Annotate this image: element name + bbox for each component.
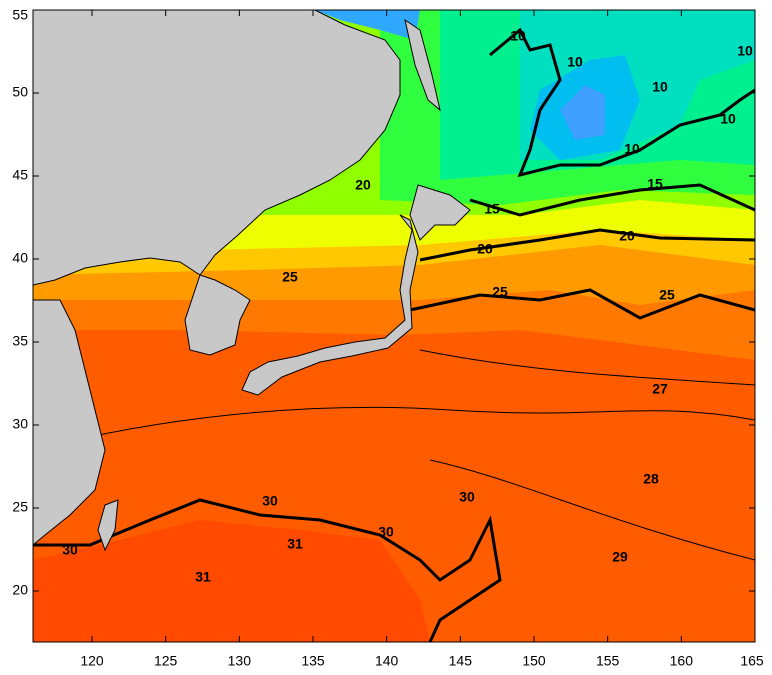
contour-label: 25 (659, 287, 675, 303)
contour-label: 10 (624, 141, 640, 157)
isotherm-28 (33, 406, 755, 451)
contour-label: 15 (484, 201, 500, 217)
china-coast (33, 299, 106, 546)
taiwan (97, 499, 119, 552)
y-tick-label: 45 (12, 167, 28, 183)
isotherm-20 (419, 228, 755, 262)
contour-label: 30 (378, 524, 394, 540)
contour-label: 10 (720, 111, 736, 127)
contour-label: 25 (282, 269, 298, 285)
asia (33, 10, 401, 286)
contour-label: 25 (492, 284, 508, 300)
y-tick-label: 50 (12, 84, 28, 100)
isotherm-27 (419, 349, 755, 386)
isotherm-30 (33, 498, 502, 642)
y-tick-label: 35 (12, 333, 28, 349)
isotherm-15 (469, 183, 755, 217)
honshu (241, 214, 419, 396)
x-tick-label: 130 (228, 653, 252, 669)
hokkaido (409, 184, 471, 241)
contour-label: 20 (355, 177, 371, 193)
y-tick-label: 30 (12, 416, 28, 432)
contour-label: 10 (510, 28, 526, 44)
contour-labels: 10 10 10 10 10 10 15 15 20 20 20 25 25 2… (62, 28, 753, 585)
contour-label: 10 (737, 43, 753, 59)
x-tick-label: 125 (154, 653, 178, 669)
y-tick-label: 55 (12, 7, 28, 23)
band-6 (560, 85, 605, 140)
x-tick-label: 150 (522, 653, 546, 669)
contour-label: 30 (62, 542, 78, 558)
y-tick-label: 20 (12, 582, 28, 598)
x-tick-label: 165 (740, 653, 764, 669)
isotherm-25 (409, 288, 755, 320)
y-tick-label: 25 (12, 499, 28, 515)
contour-label: 10 (652, 79, 668, 95)
isotherm-10 (489, 27, 755, 178)
plot-frame (32, 9, 756, 643)
contour-label: 30 (459, 489, 475, 505)
sakhalin (404, 18, 441, 112)
isotherm-29 (429, 459, 755, 561)
contour-label: 29 (612, 549, 628, 565)
contour-label: 20 (619, 228, 635, 244)
contour-label: 27 (652, 381, 668, 397)
contour-label: 31 (287, 536, 303, 552)
contour-label: 10 (567, 54, 583, 70)
band-okhotsk (315, 10, 420, 40)
y-tick-label: 40 (12, 250, 28, 266)
contour-label: 31 (195, 569, 211, 585)
sst-field (33, 10, 755, 642)
x-tick-label: 140 (375, 653, 399, 669)
x-tick-label: 155 (596, 653, 620, 669)
contour-label: 20 (477, 241, 493, 257)
x-tick-label: 160 (670, 653, 694, 669)
contour-label: 15 (647, 176, 663, 192)
band-31 (33, 520, 430, 642)
contour-label: 30 (262, 493, 278, 509)
x-tick-label: 145 (449, 653, 473, 669)
x-tick-label: 120 (80, 653, 104, 669)
x-tick-label: 135 (301, 653, 325, 669)
korea (184, 274, 251, 356)
contour-label: 28 (643, 471, 659, 487)
land (33, 10, 471, 552)
